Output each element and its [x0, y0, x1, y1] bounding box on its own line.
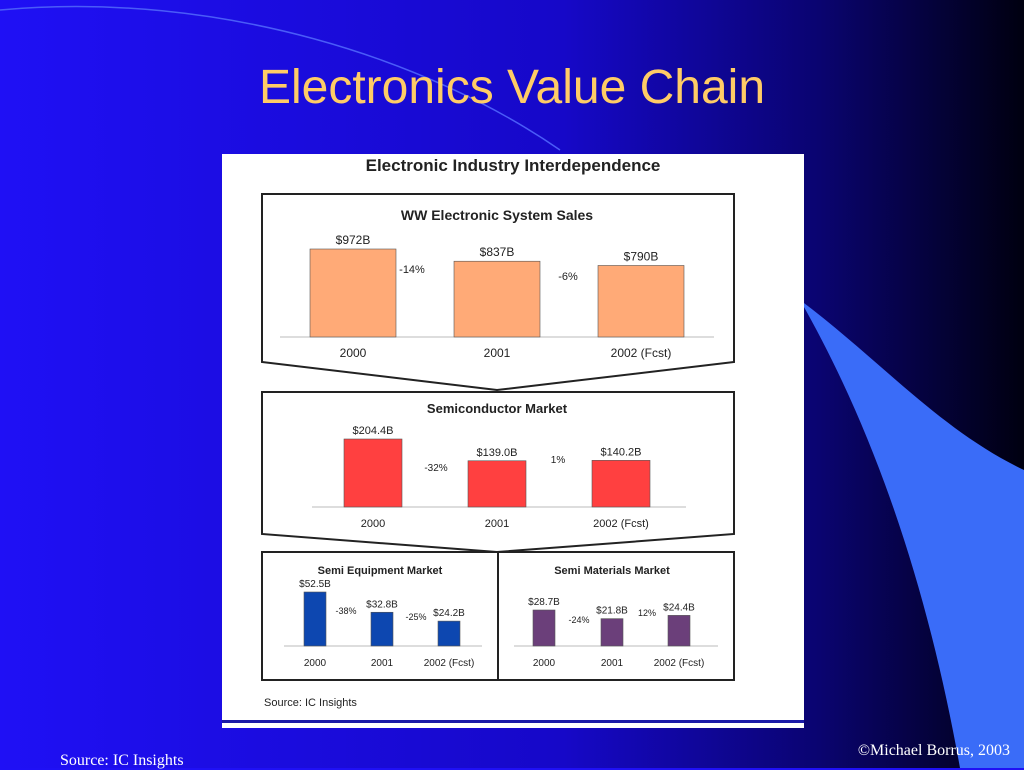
panel-frame-system-sales — [261, 193, 735, 392]
panels-frame: WW Electronic System Sales $972B 2000 $837B… — [261, 193, 735, 681]
category-label-system-sales-2: 2002 (Fcst) — [611, 346, 672, 360]
change-label-semi-materials-1: 12% — [638, 608, 656, 618]
chart-title-semiconductor: Semiconductor Market — [427, 401, 568, 416]
bar-semiconductor-1 — [467, 460, 527, 508]
bar-label-semiconductor-1: $139.0B — [477, 447, 518, 459]
bar-label-semi-materials-0: $28.7B — [528, 597, 560, 608]
change-label-semi-materials-0: -24% — [568, 615, 589, 625]
change-label-semi-equipment-0: -38% — [335, 606, 356, 616]
bar-label-semi-equipment-2: $24.2B — [433, 608, 465, 619]
bar-label-system-sales-2: $790B — [624, 249, 659, 263]
bar-semi-equipment-0 — [303, 591, 327, 647]
decorative-swoosh — [800, 300, 1024, 768]
charts-layer: WW Electronic System Sales $972B 2000 $837B… — [280, 207, 718, 669]
bar-semiconductor-0 — [343, 438, 403, 508]
change-label-semiconductor-0: -32% — [424, 463, 447, 474]
bar-semi-materials-2 — [667, 615, 691, 647]
bar-label-semi-equipment-1: $32.8B — [366, 599, 398, 610]
bar-label-semi-materials-2: $24.4B — [663, 602, 695, 613]
bar-semiconductor-2 — [591, 460, 651, 508]
change-label-system-sales-1: -6% — [558, 271, 578, 283]
bar-label-semiconductor-0: $204.4B — [353, 425, 394, 437]
bar-label-semiconductor-2: $140.2B — [601, 446, 642, 458]
category-label-semi-equipment-1: 2001 — [371, 658, 394, 669]
bar-system-sales-1 — [453, 260, 541, 338]
bar-semi-materials-0 — [532, 609, 556, 647]
category-label-semi-materials-2: 2002 (Fcst) — [654, 658, 705, 669]
category-label-system-sales-1: 2001 — [484, 346, 511, 360]
category-label-semiconductor-1: 2001 — [485, 518, 509, 530]
change-label-semiconductor-1: 1% — [551, 455, 566, 466]
category-label-semiconductor-0: 2000 — [361, 518, 385, 530]
bar-semi-materials-1 — [600, 618, 624, 647]
category-label-semi-equipment-0: 2000 — [304, 658, 327, 669]
category-label-system-sales-0: 2000 — [340, 346, 367, 360]
bar-system-sales-0 — [309, 248, 397, 338]
decorative-arc — [0, 5, 561, 151]
source-footer: Source: IC Insights — [60, 752, 184, 769]
bar-semi-equipment-1 — [370, 611, 394, 647]
panel-frame-semiconductor — [261, 391, 735, 554]
bar-label-system-sales-0: $972B — [336, 233, 371, 247]
chart-title-semi-equipment: Semi Equipment Market — [318, 565, 443, 577]
figure-source: Source: IC Insights — [264, 697, 357, 709]
change-label-system-sales-0: -14% — [399, 264, 425, 276]
category-label-semi-materials-0: 2000 — [533, 658, 556, 669]
bar-label-semi-materials-1: $21.8B — [596, 606, 628, 617]
change-label-semi-equipment-1: -25% — [405, 612, 426, 622]
figure-bottom-rule — [222, 720, 804, 723]
bar-semi-equipment-2 — [437, 620, 461, 647]
figure-title: Electronic Industry Interdependence — [365, 156, 661, 175]
category-label-semiconductor-2: 2002 (Fcst) — [593, 518, 649, 530]
chart-title-semi-materials: Semi Materials Market — [554, 565, 670, 577]
copyright-footer: ©Michael Borrus, 2003 — [857, 742, 1010, 759]
chart-figure: Electronic Industry Interdependence WW E… — [222, 154, 804, 728]
bar-label-semi-equipment-0: $52.5B — [299, 579, 331, 590]
category-label-semi-equipment-2: 2002 (Fcst) — [424, 658, 475, 669]
slide-title: Electronics Value Chain — [258, 61, 766, 114]
category-label-semi-materials-1: 2001 — [601, 658, 624, 669]
chart-title-system-sales: WW Electronic System Sales — [401, 207, 593, 223]
bar-label-system-sales-1: $837B — [480, 245, 515, 259]
bar-system-sales-2 — [597, 265, 685, 338]
